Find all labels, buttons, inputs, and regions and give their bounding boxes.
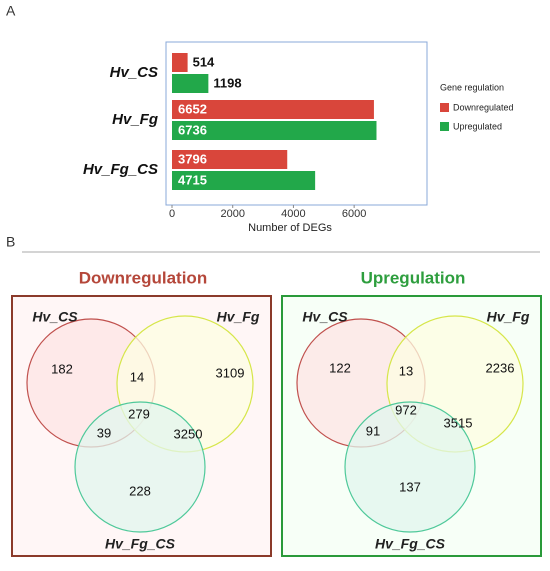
region-count: 228 [129, 483, 151, 498]
legend-swatch [440, 122, 449, 131]
plot-frame [165, 41, 428, 206]
set-label: Hv_Fg_CS [375, 536, 446, 552]
set-label: Hv_Fg_CS [105, 536, 176, 552]
region-count: 3250 [174, 426, 203, 441]
bar [172, 150, 288, 169]
category-label: Hv_CS [110, 64, 158, 81]
legend-title: Gene regulation [440, 82, 504, 92]
region-count: 3515 [444, 415, 473, 430]
panel-label: B [6, 234, 15, 250]
x-tick-label: 4000 [281, 208, 305, 220]
x-tick-label: 0 [169, 208, 175, 220]
value-label: 4715 [178, 172, 207, 187]
x-tick-label: 6000 [342, 208, 366, 220]
bar [172, 53, 188, 72]
set-label: Hv_Fg [487, 309, 530, 325]
legend-label: Upregulated [453, 121, 502, 131]
region-count: 972 [395, 402, 417, 417]
bar [172, 171, 316, 190]
venn-title: Downregulation [79, 268, 207, 287]
venn-circle [74, 401, 206, 533]
value-label: 3796 [178, 151, 207, 166]
value-label: 514 [193, 54, 215, 69]
category-label: Hv_Fg [112, 111, 158, 128]
x-tick-label: 2000 [220, 208, 244, 220]
region-count: 2236 [486, 360, 515, 375]
set-label: Hv_Fg [217, 309, 260, 325]
region-count: 279 [128, 406, 150, 421]
category-label: Hv_Fg_CS [83, 161, 158, 178]
value-label: 6736 [178, 122, 207, 137]
region-count: 13 [399, 363, 413, 378]
x-axis-label: Number of DEGs [248, 222, 332, 234]
panel-label: A [6, 3, 16, 19]
set-label: Hv_CS [32, 309, 78, 325]
region-count: 182 [51, 361, 73, 376]
region-count: 14 [130, 369, 144, 384]
venn-circle [344, 401, 476, 533]
region-count: 3109 [216, 365, 245, 380]
value-label: 1198 [213, 75, 241, 90]
bar [172, 74, 209, 93]
legend-label: Downregulated [453, 102, 514, 112]
bar [172, 121, 377, 140]
value-label: 6652 [178, 101, 207, 116]
legend-swatch [440, 103, 449, 112]
bar [172, 100, 374, 119]
venn-title: Upregulation [361, 268, 466, 287]
region-count: 91 [366, 423, 380, 438]
region-count: 39 [97, 425, 111, 440]
set-label: Hv_CS [302, 309, 348, 325]
region-count: 122 [329, 360, 351, 375]
region-count: 137 [399, 479, 421, 494]
